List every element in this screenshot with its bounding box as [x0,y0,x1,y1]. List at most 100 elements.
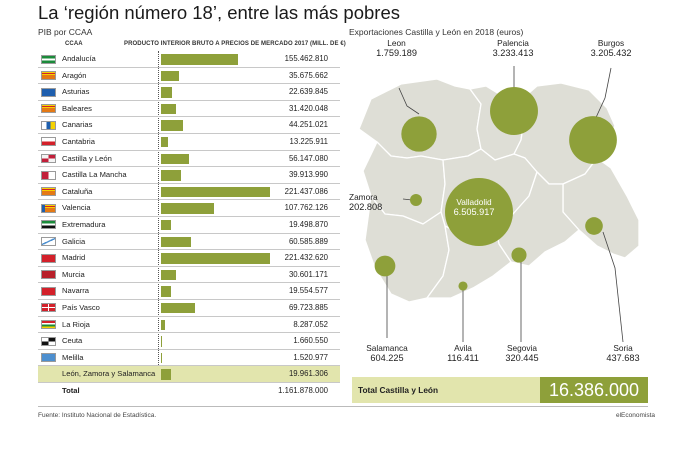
table-row: Madrid 221.432.620 [38,250,340,267]
region-name: Melilla [62,352,84,362]
total-castilla-leon-value: 16.386.000 [540,377,648,403]
region-flag-icon [41,87,56,97]
table-row: Extremadura 19.498.870 [38,217,340,234]
value-column-header: PRODUCTO INTERIOR BRUTO A PRECIOS DE MER… [124,41,346,47]
label-segovia: Segovia 320.445 [499,343,545,363]
gdp-table: Andalucía 155.462.810 Aragón 35.675.662 Astu… [38,51,340,399]
gdp-value: 56.147.080 [288,153,328,163]
region-name: León, Zamora y Salamanca [62,369,156,379]
gdp-bar [161,54,238,65]
label-burgos: Burgos 3.205.432 [581,38,641,58]
region-flag-icon [41,336,56,346]
bubble-valladolid [445,178,513,246]
gdp-value: 107.762.126 [284,203,328,213]
label-zamora-value: 202.808 [349,202,383,212]
gdp-bar [161,336,162,347]
right-subtitle: Exportaciones Castilla y León en 2018 (e… [349,27,524,37]
label-avila-name: Avila [454,343,472,353]
label-salamanca-value: 604.225 [370,353,404,363]
bubble-avila [458,281,468,291]
gdp-value: 13.225.911 [289,136,328,146]
table-row: Valencia 107.762.126 [38,200,340,217]
label-valladolid-name: Valladolid [456,197,492,207]
table-row: Baleares 31.420.048 [38,101,340,118]
callout-soria [602,231,624,343]
gdp-bar [161,236,191,248]
region-flag-icon [41,286,56,296]
label-burgos-value: 3.205.432 [590,48,632,58]
region-name: Total [62,385,80,395]
region-flag-icon [41,353,56,363]
gdp-value: 221.432.620 [284,253,328,263]
region-name: Baleares [62,103,92,113]
gdp-bar [161,319,166,330]
label-valladolid: Valladolid 6.505.917 [444,197,504,217]
gdp-bar [161,136,168,148]
table-row: Total 1.161.878.000 [38,383,340,400]
label-zamora-name: Zamora [349,192,378,202]
table-row: País Vasco 69.723.885 [38,300,340,317]
label-avila: Avila 116.411 [440,343,486,363]
bubble-zamora [409,193,423,207]
gdp-bar [161,70,179,82]
table-row: Castilla La Mancha 39.913.990 [38,167,340,184]
region-name: Castilla La Mancha [62,170,127,180]
gdp-value: 19.554.577 [288,286,328,296]
table-row: Ceuta 1.660.550 [38,333,340,350]
region-flag-icon [41,154,56,164]
region-flag-icon [41,104,56,114]
gdp-bar [161,352,162,364]
table-row: Andalucía 155.462.810 [38,51,340,68]
label-salamanca: Salamanca 604.225 [357,343,417,363]
castilla-leon-map [358,66,640,343]
region-flag-icon [41,203,56,213]
gdp-value: 19.498.870 [288,219,328,229]
region-name: Valencia [62,203,91,213]
gdp-bar [161,87,173,98]
region-name: País Vasco [62,302,100,312]
gdp-value: 31.420.048 [288,103,328,113]
bubble-burgos [569,116,617,164]
region-flag-icon [41,270,56,280]
gdp-value: 35.675.662 [288,70,328,80]
bubble-soria [585,217,603,235]
label-segovia-value: 320.445 [505,353,539,363]
bubble-leon [401,116,437,152]
table-row: Cataluña 221.437.086 [38,184,340,201]
gdp-value: 221.437.086 [284,186,328,196]
table-row: León, Zamora y Salamanca 19.961.306 [38,366,340,383]
gdp-value: 22.639.845 [288,87,328,97]
bar-axis-line [158,51,159,365]
source-note: Fuente: Instituto Nacional de Estadístic… [38,412,157,419]
gdp-value: 155.462.810 [284,54,328,63]
label-burgos-name: Burgos [597,38,625,48]
region-name: Extremadura [62,219,106,229]
region-flag-icon [41,220,56,230]
table-row: Asturias 22.639.845 [38,84,340,101]
label-leon-value: 1.759.189 [376,48,417,58]
label-salamanca-name: Salamanca [366,343,408,353]
region-name: Cataluña [62,186,93,196]
table-row: Murcia 30.601.171 [38,267,340,284]
region-name: Asturias [62,87,90,97]
gdp-bar [161,103,177,115]
label-valladolid-value: 6.505.917 [453,207,495,217]
gdp-value: 1.660.550 [293,336,328,346]
region-name: Murcia [62,269,85,279]
region-flag-icon [41,170,56,180]
region-flag-icon [41,237,56,247]
region-flag-icon [41,187,56,197]
region-name: Andalucía [62,54,96,63]
gdp-value: 8.287.052 [293,319,328,329]
gdp-value: 69.723.885 [288,302,328,312]
region-flag-icon [41,253,56,263]
table-row: Melilla 1.520.977 [38,350,340,367]
gdp-bar [161,203,215,214]
region-name: La Rioja [62,319,90,329]
region-flag-icon [41,120,56,130]
gdp-bar [161,369,171,380]
table-row: Galicia 60.585.889 [38,234,340,251]
region-flag-icon [41,303,56,313]
left-subtitle: PIB por CCAA [38,27,93,37]
table-row: La Rioja 8.287.052 [38,317,340,334]
